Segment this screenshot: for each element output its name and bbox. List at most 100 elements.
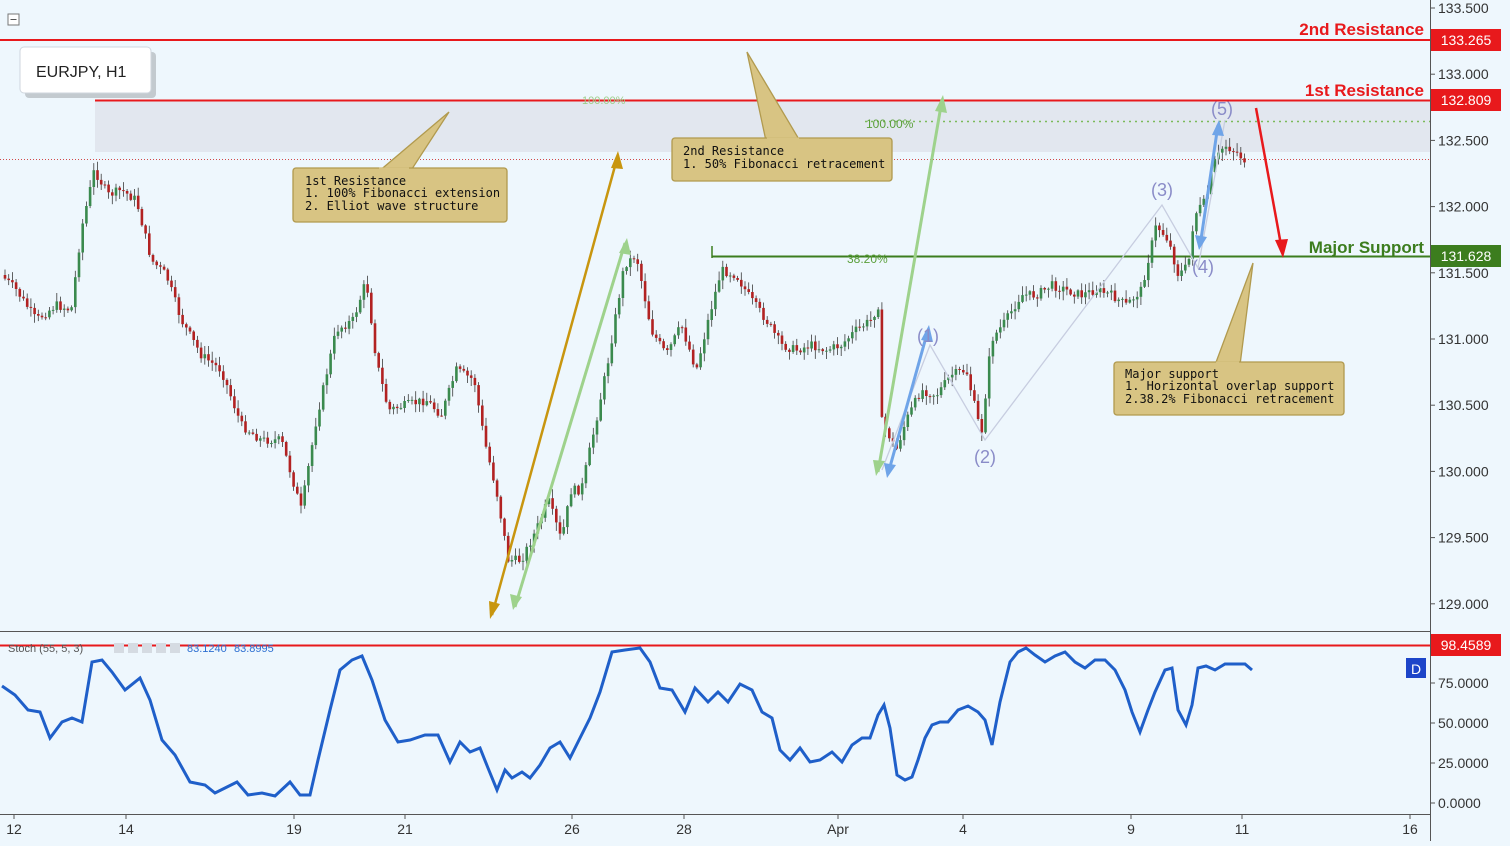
candle	[473, 377, 477, 386]
candle	[825, 350, 828, 352]
candle	[647, 301, 651, 320]
candle	[851, 332, 854, 339]
candle	[976, 400, 980, 419]
candle	[181, 314, 184, 325]
candle	[606, 363, 610, 377]
candle	[762, 307, 765, 320]
callout-3-line-3: 2.38.2% Fibonacci retracement	[1125, 392, 1335, 406]
candle	[336, 331, 340, 336]
price-axis: 133.500 133.000 132.500 132.000 131.500 131.0…	[1430, 0, 1489, 612]
major-support-price: 131.628	[1441, 248, 1492, 264]
candle	[51, 309, 55, 311]
d-badge[interactable]	[1406, 658, 1426, 678]
candle	[754, 298, 758, 302]
candle	[436, 409, 440, 416]
candle	[1147, 262, 1150, 281]
price-tick: 131.000	[1438, 331, 1489, 347]
candle	[170, 280, 173, 288]
candle	[399, 407, 403, 409]
time-tick: 28	[676, 821, 692, 837]
candle	[488, 446, 491, 463]
candle	[407, 400, 410, 401]
candle	[551, 498, 554, 509]
price-tick: 130.000	[1438, 463, 1489, 479]
candle	[777, 332, 780, 336]
price-tick: 131.500	[1438, 265, 1489, 281]
stoch-legend: Stoch (55, 5, 3) 83.1240 83.8995	[8, 643, 274, 655]
candle	[1106, 292, 1109, 294]
candle	[1139, 286, 1143, 297]
candle	[203, 354, 207, 359]
candle	[85, 206, 88, 224]
time-tick: 4	[959, 821, 967, 837]
second-resistance-price-badge	[1431, 29, 1501, 51]
candle	[765, 319, 769, 324]
wave-4-label: (4)	[1192, 257, 1214, 277]
candle	[651, 319, 654, 335]
candle	[921, 390, 924, 399]
candle	[469, 375, 473, 378]
candle	[92, 170, 96, 187]
candle	[969, 374, 972, 391]
candle	[74, 277, 77, 308]
candle	[414, 399, 417, 405]
candle	[799, 350, 802, 353]
candle	[706, 319, 710, 340]
candle	[351, 316, 355, 321]
candle	[440, 415, 443, 417]
candle	[362, 284, 366, 300]
candle	[843, 341, 847, 347]
candle	[973, 390, 976, 401]
callout-3-line-2: 1. Horizontal overlap support	[1125, 379, 1335, 393]
candle	[1221, 148, 1224, 153]
candle	[580, 483, 584, 495]
price-badges: 133.265 132.809 131.628	[1431, 29, 1501, 267]
candle	[214, 362, 218, 366]
candle	[99, 179, 103, 185]
candle	[1187, 259, 1191, 265]
candle	[144, 225, 147, 234]
candle	[1213, 159, 1217, 172]
candle	[1043, 288, 1046, 290]
time-tick: 19	[286, 821, 302, 837]
candle	[717, 280, 721, 292]
candle	[1165, 234, 1169, 241]
candle	[499, 496, 503, 519]
candle	[758, 301, 762, 308]
candle	[233, 396, 236, 409]
candle	[451, 381, 454, 388]
callout-first-resistance: 1st Resistance 1. 100% Fibonacci extensi…	[292, 111, 508, 223]
candle	[936, 395, 939, 397]
candle	[917, 397, 921, 399]
candle	[7, 278, 10, 281]
stoch-level-price: 98.4589	[1441, 637, 1492, 653]
candle	[721, 266, 725, 281]
symbol-box[interactable]: EURJPY, H1	[19, 46, 156, 98]
candle	[510, 560, 514, 562]
candle	[418, 398, 421, 405]
price-tick: 133.500	[1438, 0, 1489, 16]
fib-100-label: 100.00%	[866, 117, 914, 131]
candle	[70, 307, 73, 311]
candle	[1224, 146, 1228, 149]
candle	[11, 280, 14, 283]
stoch-k-value: 83.1240	[187, 643, 227, 655]
candle	[725, 266, 728, 277]
candle	[481, 405, 484, 426]
candle	[462, 368, 466, 371]
candle	[395, 406, 399, 409]
candle	[584, 465, 588, 484]
candle	[987, 356, 991, 399]
candle	[429, 401, 432, 403]
symbol-label: EURJPY, H1	[36, 64, 127, 81]
candle	[577, 485, 580, 495]
candle	[62, 308, 66, 310]
second-resistance-label: 2nd Resistance	[1299, 20, 1424, 39]
candle	[1010, 311, 1013, 314]
candle	[1050, 281, 1054, 289]
candle	[954, 369, 958, 375]
candle	[392, 406, 395, 410]
candle	[603, 376, 606, 400]
callout-1-line-2: 1. 100% Fibonacci extension	[305, 186, 500, 200]
